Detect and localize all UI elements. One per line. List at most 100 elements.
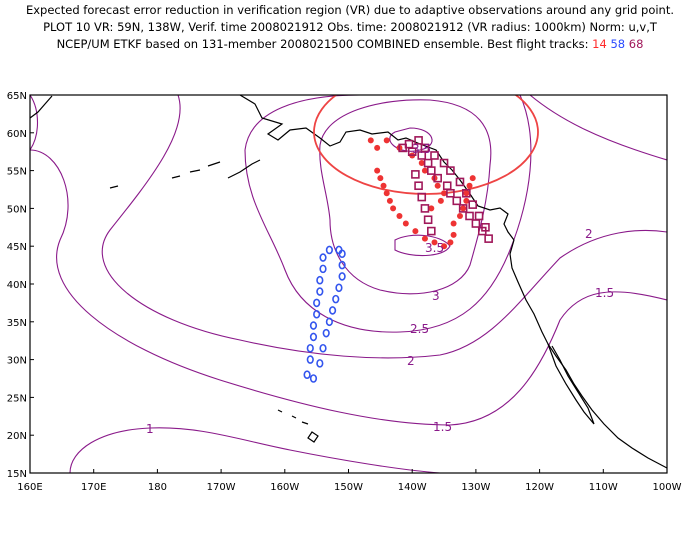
track68-point	[427, 226, 436, 236]
flight-track-58	[303, 245, 346, 383]
track14-point	[463, 197, 470, 204]
track14-point	[431, 239, 438, 246]
alaska-coast	[239, 95, 515, 241]
lat-label-25N: 25N	[7, 393, 27, 404]
track68-point	[446, 188, 455, 198]
track58-point	[335, 283, 343, 293]
contour-3.5-south	[394, 234, 451, 257]
track68-point	[465, 211, 474, 221]
track58-point	[309, 321, 318, 330]
longitude-labels: 160E 170E 180 170W 160W 150W 140W 130W 120W 110W 1…	[17, 482, 681, 493]
lat-label-50N: 50N	[7, 204, 27, 215]
track68-point	[414, 136, 423, 145]
track58-point	[319, 264, 327, 274]
lon-label-160E: 160E	[17, 482, 42, 493]
contour-label-3.5-north: 3.5	[412, 142, 431, 156]
lat-label-40N: 40N	[7, 280, 27, 291]
contour-2	[101, 95, 667, 359]
track58-point	[319, 343, 327, 353]
track68-point	[404, 139, 414, 149]
track68-point	[423, 158, 433, 168]
lat-label-30N: 30N	[7, 356, 27, 367]
track58-point	[338, 272, 346, 281]
track58-point	[313, 309, 321, 319]
contour-1.5	[30, 149, 667, 426]
lat-label-65N: 65N	[7, 91, 27, 102]
lon-label-100W: 100W	[653, 482, 682, 493]
track58-point	[328, 306, 337, 315]
contour-2.5	[244, 95, 532, 333]
track68-point	[420, 143, 430, 153]
track14-point	[383, 190, 390, 197]
track68-point	[414, 181, 423, 191]
axis-ticks	[29, 94, 668, 474]
track68-point	[417, 192, 427, 202]
track68-point	[484, 234, 493, 243]
track14-point	[469, 175, 476, 182]
track58-point	[306, 355, 314, 364]
track68-point	[423, 215, 433, 225]
contour-label-3: 3	[432, 289, 440, 303]
hawaii-islands	[277, 409, 319, 443]
track-58-legend: 58	[610, 37, 626, 51]
track68-point	[433, 173, 442, 183]
track68-point	[468, 200, 478, 209]
latitude-labels: 65N 60N 55N 50N 45N 40N 35N 30N 25N 20N 15N	[7, 91, 27, 480]
track58-point	[316, 275, 324, 285]
asia-coast	[30, 95, 53, 119]
contour-label-1: 1	[146, 422, 154, 436]
lon-label-140W: 140W	[398, 482, 427, 493]
track14-point	[367, 137, 374, 144]
track14-point	[437, 197, 444, 204]
track58-point	[319, 253, 327, 262]
track14-point	[450, 220, 457, 227]
contour-label-2-upper: 2	[585, 227, 593, 241]
lat-label-60N: 60N	[7, 129, 27, 140]
track68-point	[420, 204, 430, 213]
lon-label-160W: 160W	[270, 482, 299, 493]
lon-label-110W: 110W	[589, 482, 618, 493]
aleutian-islands	[109, 159, 261, 189]
contour-lines	[30, 95, 667, 473]
track14-point	[450, 231, 457, 238]
track14-point	[466, 182, 473, 189]
contour-label-1.5-lower: 1.5	[433, 420, 452, 434]
track14-point	[402, 220, 409, 227]
track14-point	[374, 144, 381, 151]
track68-point	[455, 177, 465, 187]
lon-label-170W: 170W	[207, 482, 236, 493]
track68-point	[427, 166, 436, 175]
track14-point	[463, 190, 470, 197]
track68-point	[474, 211, 484, 221]
track58-point	[306, 343, 314, 353]
track14-point	[441, 190, 448, 197]
track14-point	[456, 212, 463, 219]
track14-point	[383, 137, 390, 144]
track14-point	[421, 167, 428, 174]
lat-label-15N: 15N	[7, 469, 27, 480]
contour-3	[319, 99, 492, 295]
track58-point	[335, 245, 343, 255]
track14-point	[434, 182, 441, 189]
lon-label-170E: 170E	[81, 482, 106, 493]
track68-point	[452, 196, 462, 206]
track14-point	[380, 182, 387, 189]
contour-labels: 3.5 3.5 3 2.5 2 2 1.5 1.5 1	[146, 142, 614, 436]
contour-label-2-lower: 2	[407, 354, 415, 368]
contour-2-upper	[529, 95, 667, 161]
track58-point	[316, 287, 324, 296]
contour-1	[69, 427, 441, 473]
plot-title-line-3: NCEP/UM ETKF based on 131-member 2008021…	[0, 37, 700, 51]
track58-point	[338, 260, 346, 270]
plot-title-line-3-text: NCEP/UM ETKF based on 131-member 2008021…	[56, 37, 589, 51]
track14-point	[447, 239, 454, 246]
track14-point	[396, 212, 403, 219]
lat-label-20N: 20N	[7, 431, 27, 442]
track14-point	[441, 243, 448, 250]
track68-point	[446, 166, 455, 175]
track14-point	[428, 205, 435, 212]
track14-point	[418, 160, 425, 167]
track68-point	[481, 223, 490, 232]
track58-point	[303, 370, 311, 380]
